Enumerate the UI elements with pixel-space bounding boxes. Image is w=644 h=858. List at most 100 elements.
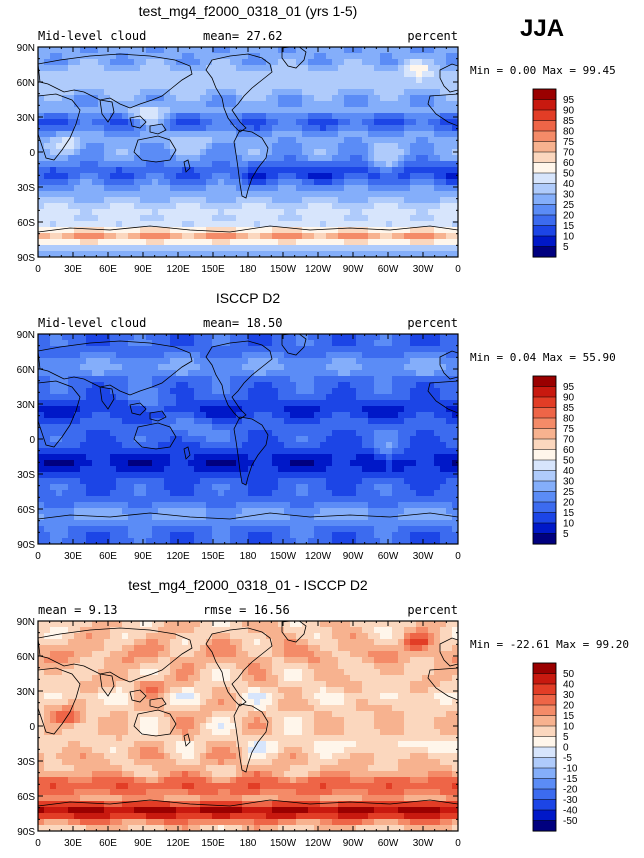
lat-tick-label: 30S bbox=[17, 757, 35, 768]
lon-tick-label: 30E bbox=[64, 838, 82, 849]
lon-tick-label: 0 bbox=[455, 551, 461, 562]
panel-1: test_mg4_f2000_0318_01 (yrs 1-5) Mid-leve… bbox=[17, 3, 616, 275]
lon-tick-label: 60W bbox=[378, 551, 399, 562]
colorbar-label: 5 bbox=[563, 242, 569, 253]
colorbar-label: 85 bbox=[563, 116, 575, 127]
lon-tick-label: 90W bbox=[343, 838, 364, 849]
colorbar-label: 5 bbox=[563, 732, 569, 743]
lat-tick-label: 30N bbox=[17, 113, 35, 124]
cloud-field bbox=[38, 621, 458, 831]
lon-tick-label: 60W bbox=[378, 264, 399, 275]
lon-tick-label: 150E bbox=[201, 838, 225, 849]
colorbar-label: 10 bbox=[563, 519, 575, 530]
colorbar-label: 90 bbox=[563, 393, 575, 404]
colorbar-label: 30 bbox=[563, 690, 575, 701]
lon-tick-label: 60E bbox=[99, 838, 117, 849]
lon-tick-label: 150W bbox=[270, 264, 297, 275]
lat-tick-label: 30N bbox=[17, 400, 35, 411]
panel-title: test_mg4_f2000_0318_01 (yrs 1-5) bbox=[139, 3, 358, 19]
colorbar-label: 30 bbox=[563, 477, 575, 488]
lon-tick-label: 30W bbox=[413, 551, 434, 562]
panel-title: ISCCP D2 bbox=[216, 290, 281, 306]
lon-tick-label: 150E bbox=[201, 264, 225, 275]
colorbar-label: 75 bbox=[563, 424, 575, 435]
panel-3: test_mg4_f2000_0318_01 - ISCCP D2 mean = … bbox=[17, 577, 629, 849]
min-max-label: Min = -22.61 Max = 99.20 bbox=[470, 638, 629, 651]
colorbar-label: -50 bbox=[563, 816, 578, 827]
panel-left-label: Mid-level cloud bbox=[38, 29, 146, 43]
lat-tick-label: 90N bbox=[17, 43, 35, 54]
colorbar-label: 95 bbox=[563, 95, 575, 106]
colorbar-label: 60 bbox=[563, 158, 575, 169]
lon-tick-label: 60E bbox=[99, 551, 117, 562]
lon-tick-label: 90E bbox=[134, 838, 152, 849]
lon-tick-label: 0 bbox=[35, 551, 41, 562]
panel-left-label: mean = 9.13 bbox=[38, 603, 117, 617]
lat-tick-label: 60N bbox=[17, 652, 35, 663]
min-max-label: Min = 0.04 Max = 55.90 bbox=[470, 351, 616, 364]
lat-tick-label: 60S bbox=[17, 505, 35, 516]
colorbar-label: -5 bbox=[563, 753, 572, 764]
colorbar-label: 40 bbox=[563, 680, 575, 691]
colorbar-label: 50 bbox=[563, 456, 575, 467]
lon-tick-label: 30W bbox=[413, 264, 434, 275]
lat-tick-label: 90S bbox=[17, 827, 35, 838]
panel-center-label: mean= 18.50 bbox=[203, 316, 282, 330]
lon-tick-label: 90E bbox=[134, 264, 152, 275]
lat-tick-label: 90S bbox=[17, 253, 35, 264]
colorbar-label: 15 bbox=[563, 711, 575, 722]
lat-tick-label: 60S bbox=[17, 218, 35, 229]
lat-tick-label: 60S bbox=[17, 792, 35, 803]
panel-left-label: Mid-level cloud bbox=[38, 316, 146, 330]
lon-tick-label: 120E bbox=[166, 838, 190, 849]
lon-tick-label: 120W bbox=[305, 264, 332, 275]
lon-tick-label: 120E bbox=[166, 551, 190, 562]
lat-tick-label: 90N bbox=[17, 330, 35, 341]
lon-tick-label: 180 bbox=[240, 264, 257, 275]
colorbar-label: 20 bbox=[563, 498, 575, 509]
colorbar-label: 70 bbox=[563, 435, 575, 446]
lon-tick-label: 90W bbox=[343, 551, 364, 562]
lon-tick-label: 120W bbox=[305, 838, 332, 849]
colorbar-label: 40 bbox=[563, 466, 575, 477]
colorbar-label: 20 bbox=[563, 701, 575, 712]
colorbar-label: 15 bbox=[563, 508, 575, 519]
colorbar-label: 40 bbox=[563, 179, 575, 190]
lat-tick-label: 0 bbox=[29, 435, 35, 446]
panel-units: percent bbox=[407, 603, 458, 617]
lat-tick-label: 0 bbox=[29, 148, 35, 159]
lat-tick-label: 60N bbox=[17, 365, 35, 376]
lon-tick-label: 150W bbox=[270, 551, 297, 562]
lon-tick-label: 30E bbox=[64, 551, 82, 562]
colorbar-label: 10 bbox=[563, 232, 575, 243]
colorbar-label: 5 bbox=[563, 529, 569, 540]
colorbar-label: 50 bbox=[563, 169, 575, 180]
colorbar-label: 0 bbox=[563, 743, 569, 754]
colorbar-label: 80 bbox=[563, 127, 575, 138]
lon-tick-label: 60W bbox=[378, 838, 399, 849]
panel-units: percent bbox=[407, 316, 458, 330]
colorbar-label: 30 bbox=[563, 190, 575, 201]
colorbar-label: 10 bbox=[563, 722, 575, 733]
lat-tick-label: 30S bbox=[17, 183, 35, 194]
lat-tick-label: 60N bbox=[17, 78, 35, 89]
colorbar-label: 25 bbox=[563, 487, 575, 498]
lon-tick-label: 180 bbox=[240, 551, 257, 562]
colorbar-label: 15 bbox=[563, 221, 575, 232]
colorbar-label: 90 bbox=[563, 106, 575, 117]
colorbar-label: 95 bbox=[563, 382, 575, 393]
colorbar-label: 25 bbox=[563, 200, 575, 211]
lon-tick-label: 60E bbox=[99, 264, 117, 275]
lon-tick-label: 30W bbox=[413, 838, 434, 849]
lon-tick-label: 0 bbox=[455, 838, 461, 849]
lat-tick-label: 30S bbox=[17, 470, 35, 481]
colorbar-label: 50 bbox=[563, 669, 575, 680]
season-label: JJA bbox=[520, 15, 564, 42]
colorbar-label: 20 bbox=[563, 211, 575, 222]
panel-center-label: mean= 27.62 bbox=[203, 29, 282, 43]
min-max-label: Min = 0.00 Max = 99.45 bbox=[470, 64, 616, 77]
lon-tick-label: 30E bbox=[64, 264, 82, 275]
